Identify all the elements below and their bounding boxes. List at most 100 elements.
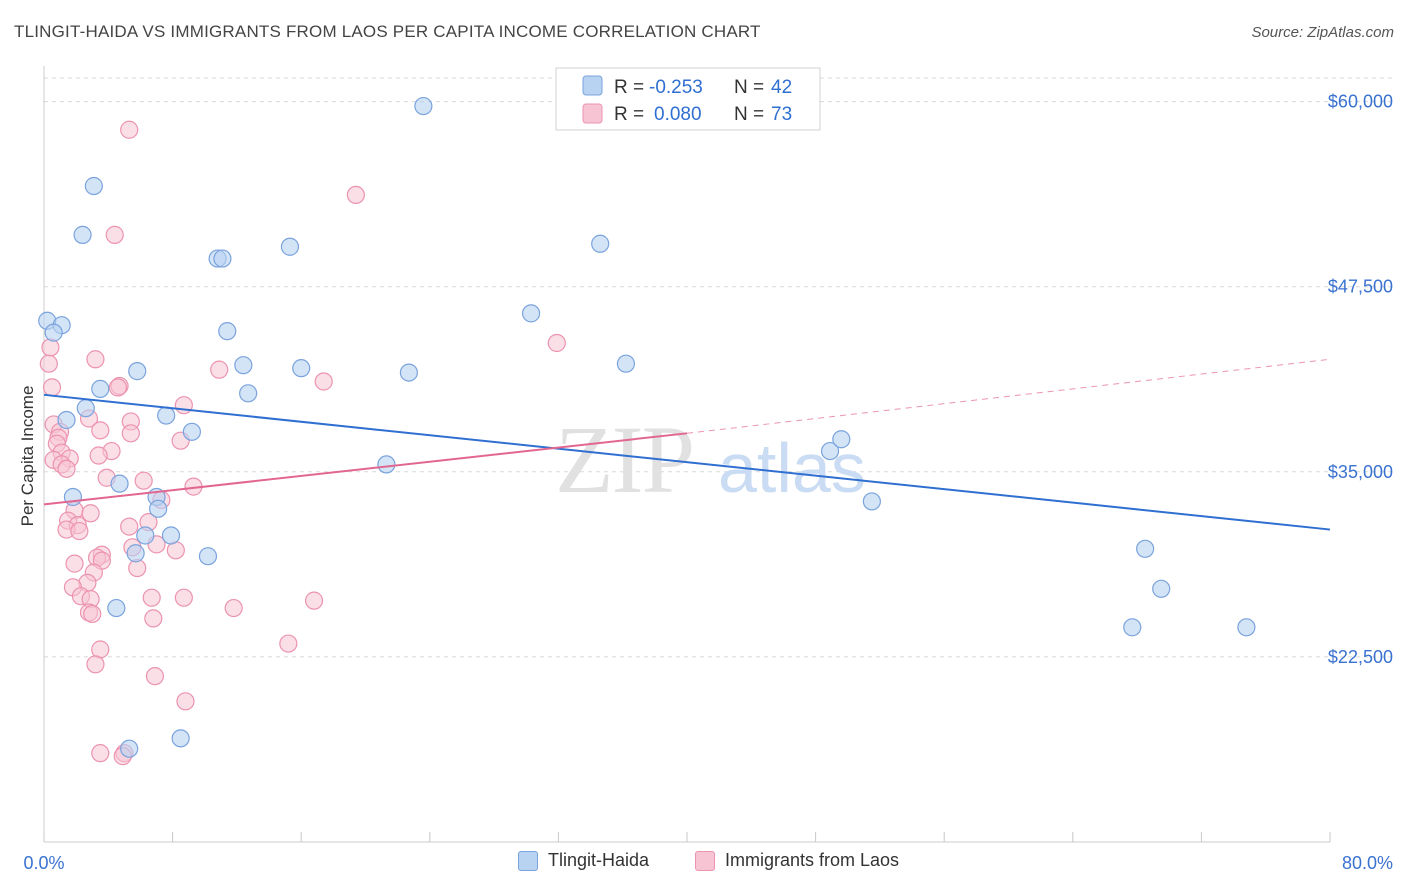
data-point-tlingit-haida xyxy=(76,399,95,418)
data-point-tlingit-haida xyxy=(73,225,92,244)
data-point-laos xyxy=(39,354,58,373)
data-point-laos xyxy=(224,598,243,618)
data-point-tlingit-haida xyxy=(820,441,840,461)
source-label: Source: ZipAtlas.com xyxy=(1251,24,1394,41)
x-tick-label-start: 0.0% xyxy=(23,853,64,873)
data-point-laos xyxy=(144,609,163,628)
legend-item-immigrants-from-laos[interactable]: Immigrants from Laos xyxy=(695,850,899,871)
data-point-tlingit-haida xyxy=(126,544,145,563)
x-tick-label-end: 80.0% xyxy=(1342,853,1393,873)
chart-title: TLINGIT-HAIDA VS IMMIGRANTS FROM LAOS PE… xyxy=(14,22,761,41)
data-point-tlingit-haida xyxy=(213,249,232,268)
data-point-laos xyxy=(86,350,105,369)
stats-n-label-1: N = xyxy=(734,77,764,98)
data-point-tlingit-haida xyxy=(832,430,851,449)
data-point-tlingit-haida xyxy=(862,492,881,511)
y-tick-label: $35,000 xyxy=(1328,462,1393,482)
stats-swatch-blue xyxy=(582,75,603,96)
data-point-laos xyxy=(176,692,195,711)
legend-item-tlingit-haida[interactable]: Tlingit-Haida xyxy=(518,850,649,871)
data-point-tlingit-haida xyxy=(136,526,155,545)
watermark: ZIP atlas xyxy=(555,406,866,513)
data-point-tlingit-haida xyxy=(107,598,126,618)
trend-line-laos-extension xyxy=(686,358,1331,434)
data-point-laos xyxy=(91,744,110,763)
data-point-tlingit-haida xyxy=(84,176,103,196)
legend-label-immigrants-from-laos: Immigrants from Laos xyxy=(725,850,900,870)
stats-r-label-1: R = xyxy=(614,77,644,98)
stats-r-value-2: 0.080 xyxy=(654,104,702,125)
data-point-tlingit-haida xyxy=(120,739,139,758)
data-point-laos xyxy=(81,504,100,523)
data-point-laos xyxy=(346,185,365,205)
data-point-tlingit-haida xyxy=(157,406,176,425)
data-point-laos xyxy=(108,378,128,397)
data-point-laos xyxy=(279,634,298,653)
data-point-tlingit-haida xyxy=(198,547,218,566)
data-point-laos xyxy=(174,588,193,607)
data-point-laos xyxy=(304,591,324,610)
data-point-tlingit-haida xyxy=(91,379,110,398)
data-point-laos xyxy=(42,378,62,397)
y-tick-label: $22,500 xyxy=(1328,647,1393,667)
series-tlingit-haida xyxy=(38,96,1256,758)
stats-r-label-2: R = xyxy=(614,104,644,125)
axes: $22,500 $35,000 $47,500 $60,000 0.0% 80.0% xyxy=(23,66,1393,873)
stats-n-value-2: 73 xyxy=(771,104,792,125)
legend-label-tlingit-haida: Tlingit-Haida xyxy=(548,850,650,870)
bottom-legend: Tlingit-Haida Immigrants from Laos xyxy=(0,850,1406,880)
data-point-tlingit-haida xyxy=(218,322,237,341)
data-point-laos xyxy=(70,521,89,541)
data-point-laos xyxy=(142,588,161,607)
data-point-tlingit-haida xyxy=(161,526,181,545)
y-tick-label: $60,000 xyxy=(1328,92,1393,112)
data-point-tlingit-haida xyxy=(182,422,201,441)
legend-swatch-blue xyxy=(518,850,538,871)
data-point-tlingit-haida xyxy=(110,474,129,493)
data-point-tlingit-haida xyxy=(63,487,83,507)
stats-n-label-2: N = xyxy=(734,104,764,125)
data-point-tlingit-haida xyxy=(149,499,168,518)
watermark-zip: ZIP xyxy=(555,406,693,513)
data-point-laos xyxy=(121,424,140,443)
series-immigrants-from-laos xyxy=(39,120,566,766)
data-point-laos xyxy=(41,338,60,357)
data-point-tlingit-haida xyxy=(1152,579,1171,598)
trend-line-laos xyxy=(43,432,688,506)
data-point-tlingit-haida xyxy=(57,410,76,430)
trend-lines xyxy=(43,358,1331,531)
data-point-tlingit-haida xyxy=(399,363,419,382)
data-point-tlingit-haida xyxy=(128,362,147,381)
y-axis-title: Per Capita Income xyxy=(18,386,37,527)
stats-legend: R = -0.253 N = 42 R = 0.080 N = 73 xyxy=(555,67,821,131)
data-point-laos xyxy=(105,225,124,244)
trend-line-tlingit-haida xyxy=(43,393,1331,531)
data-point-tlingit-haida xyxy=(591,234,610,253)
data-point-tlingit-haida xyxy=(1123,618,1142,637)
data-point-laos xyxy=(174,396,193,415)
data-point-laos xyxy=(314,372,333,391)
data-point-laos xyxy=(120,517,139,536)
stats-swatch-pink xyxy=(582,103,603,124)
data-point-laos xyxy=(86,655,105,674)
data-point-tlingit-haida xyxy=(616,354,636,373)
data-point-laos xyxy=(547,333,566,353)
data-point-laos xyxy=(210,360,229,379)
data-point-laos xyxy=(65,554,84,573)
data-point-tlingit-haida xyxy=(239,384,258,403)
data-point-laos xyxy=(145,667,165,686)
data-point-tlingit-haida xyxy=(377,455,396,474)
data-point-laos xyxy=(89,446,108,465)
stats-n-value-1: 42 xyxy=(771,77,792,98)
data-point-laos xyxy=(120,120,139,139)
data-point-tlingit-haida xyxy=(292,359,311,378)
stats-r-value-1: -0.253 xyxy=(649,77,703,98)
data-point-laos xyxy=(134,471,153,490)
data-point-tlingit-haida xyxy=(1136,539,1155,558)
data-point-tlingit-haida xyxy=(1237,618,1256,637)
data-point-laos xyxy=(91,421,110,440)
data-point-laos xyxy=(57,459,76,478)
y-axis-label: Per Capita Income xyxy=(18,386,37,527)
legend-swatch-pink xyxy=(695,850,715,871)
